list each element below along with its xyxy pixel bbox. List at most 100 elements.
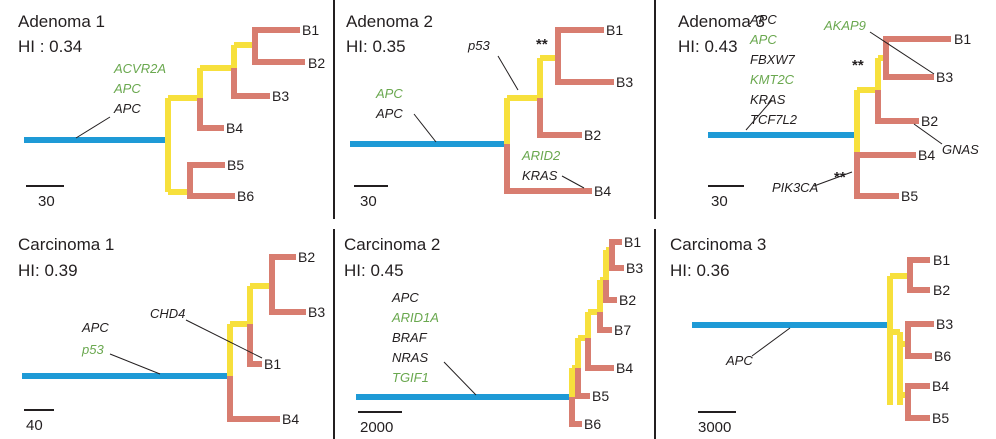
panel-title: Carcinoma 1 bbox=[18, 235, 114, 254]
mutation-pointer bbox=[109, 353, 161, 375]
scale-label: 3000 bbox=[698, 419, 731, 436]
heterogeneity-index: HI: 0.36 bbox=[670, 261, 730, 280]
mutation-pointer bbox=[443, 361, 477, 396]
phylogenetic-tree bbox=[350, 27, 614, 194]
mutation-label: APC bbox=[749, 12, 777, 27]
mutation-label: APC bbox=[81, 320, 109, 335]
mutation-pointer bbox=[869, 31, 935, 75]
leaf-label: B3 bbox=[626, 260, 643, 276]
mutation-label: BRAF bbox=[392, 330, 428, 345]
leaf-label: B2 bbox=[308, 55, 325, 71]
panel-adenoma-3: Adenoma 3 HI: 0.43 B1 B3 B2 B4 B5 ** ** … bbox=[678, 12, 979, 210]
leaf-label: B4 bbox=[616, 360, 633, 376]
mutation-label: TGIF1 bbox=[392, 370, 429, 385]
leaf-label: B3 bbox=[308, 304, 325, 320]
leaf-label: B1 bbox=[954, 31, 971, 47]
leaf-label: B3 bbox=[936, 69, 953, 85]
mutation-label: APC bbox=[375, 106, 403, 121]
mutation-pointer bbox=[751, 327, 791, 357]
mutation-label: ARID1A bbox=[391, 310, 439, 325]
panel-carcinoma-3: Carcinoma 3 HI: 0.36 B1 B2 B3 B6 B4 B5 A… bbox=[670, 235, 953, 436]
significance-stars: ** bbox=[536, 36, 548, 53]
phylogenetic-tree bbox=[24, 27, 305, 199]
mutation-label: p53 bbox=[467, 38, 490, 53]
leaf-label: B1 bbox=[302, 22, 319, 38]
panel-title: Adenoma 3 bbox=[678, 12, 765, 31]
mutation-label: KRAS bbox=[522, 168, 558, 183]
leaf-label: B5 bbox=[901, 188, 918, 204]
mutation-label: ACVR2A bbox=[113, 61, 166, 76]
mutation-label: APC bbox=[749, 32, 777, 47]
phylogenetic-tree bbox=[708, 36, 951, 199]
leaf-label: B4 bbox=[594, 183, 611, 199]
phylogenetic-tree bbox=[692, 257, 934, 421]
leaf-label: B5 bbox=[227, 157, 244, 173]
significance-stars: ** bbox=[852, 57, 864, 74]
scale-label: 30 bbox=[360, 193, 377, 210]
mutation-label: NRAS bbox=[392, 350, 428, 365]
leaf-label: B7 bbox=[614, 322, 631, 338]
leaf-label: B2 bbox=[619, 292, 636, 308]
leaf-label: B1 bbox=[264, 356, 281, 372]
scale-label: 2000 bbox=[360, 419, 393, 436]
mutation-label: PIK3CA bbox=[772, 180, 818, 195]
mutation-pointer bbox=[75, 116, 111, 139]
heterogeneity-index: HI : 0.34 bbox=[18, 37, 82, 56]
leaf-label: B1 bbox=[933, 252, 950, 268]
phylogenetic-tree bbox=[356, 239, 624, 427]
heterogeneity-index: HI: 0.39 bbox=[18, 261, 78, 280]
leaf-label: B4 bbox=[282, 411, 299, 427]
mutation-label: APC bbox=[725, 353, 753, 368]
mutation-pointer bbox=[497, 55, 519, 91]
mutation-pointer bbox=[813, 171, 853, 187]
mutation-label: TCF7L2 bbox=[750, 112, 798, 127]
leaf-label: B3 bbox=[616, 74, 633, 90]
mutation-label: APC bbox=[375, 86, 403, 101]
leaf-label: B2 bbox=[921, 113, 938, 129]
mutation-label: APC bbox=[113, 101, 141, 116]
scale-label: 40 bbox=[26, 417, 43, 434]
leaf-label: B2 bbox=[584, 127, 601, 143]
leaf-label: B3 bbox=[936, 316, 953, 332]
leaf-label: B4 bbox=[918, 147, 935, 163]
scale-label: 30 bbox=[38, 193, 55, 210]
panel-adenoma-2: Adenoma 2 HI: 0.35 B1 B3 B2 B4 ** APC AP… bbox=[346, 12, 633, 210]
leaf-label: B6 bbox=[934, 348, 951, 364]
mutation-label: APC bbox=[391, 290, 419, 305]
mutation-label: AKAP9 bbox=[823, 18, 866, 33]
mutation-label: APC bbox=[113, 81, 141, 96]
leaf-label: B3 bbox=[272, 88, 289, 104]
leaf-label: B1 bbox=[624, 234, 641, 250]
panel-adenoma-1: Adenoma 1 HI : 0.34 B1 B2 B3 B4 B5 B6 AC… bbox=[18, 12, 325, 210]
leaf-label: B6 bbox=[237, 188, 254, 204]
leaf-label: B4 bbox=[932, 378, 949, 394]
mutation-pointer bbox=[413, 113, 437, 143]
mutation-label: GNAS bbox=[942, 142, 979, 157]
divider-vertical-left-top bbox=[333, 0, 335, 219]
panel-carcinoma-1: Carcinoma 1 HI: 0.39 B2 B3 B1 B4 APC p53… bbox=[18, 235, 325, 434]
leaf-label: B4 bbox=[226, 120, 243, 136]
panel-title: Adenoma 2 bbox=[346, 12, 433, 31]
leaf-label: B6 bbox=[584, 416, 601, 432]
mutation-label: FBXW7 bbox=[750, 52, 796, 67]
divider-vertical-right-top bbox=[654, 0, 656, 219]
panel-title: Carcinoma 2 bbox=[344, 235, 440, 254]
divider-vertical-right-bottom bbox=[654, 229, 656, 439]
heterogeneity-index: HI: 0.43 bbox=[678, 37, 738, 56]
scale-label: 30 bbox=[711, 193, 728, 210]
panel-carcinoma-2: Carcinoma 2 HI: 0.45 B1 B3 B2 B7 B4 B5 B… bbox=[344, 234, 643, 436]
panel-title: Adenoma 1 bbox=[18, 12, 105, 31]
panel-title: Carcinoma 3 bbox=[670, 235, 766, 254]
divider-vertical-left-bottom bbox=[333, 229, 335, 439]
significance-stars: ** bbox=[834, 169, 846, 186]
mutation-pointer bbox=[913, 123, 943, 145]
leaf-label: B5 bbox=[932, 410, 949, 426]
leaf-label: B2 bbox=[933, 282, 950, 298]
mutation-pointer bbox=[561, 175, 585, 189]
mutation-label: CHD4 bbox=[150, 306, 185, 321]
mutation-label: ARID2 bbox=[521, 148, 561, 163]
mutation-pointer bbox=[745, 99, 773, 131]
mutation-label: KRAS bbox=[750, 92, 786, 107]
heterogeneity-index: HI: 0.35 bbox=[346, 37, 406, 56]
mutation-pointer bbox=[185, 319, 263, 359]
